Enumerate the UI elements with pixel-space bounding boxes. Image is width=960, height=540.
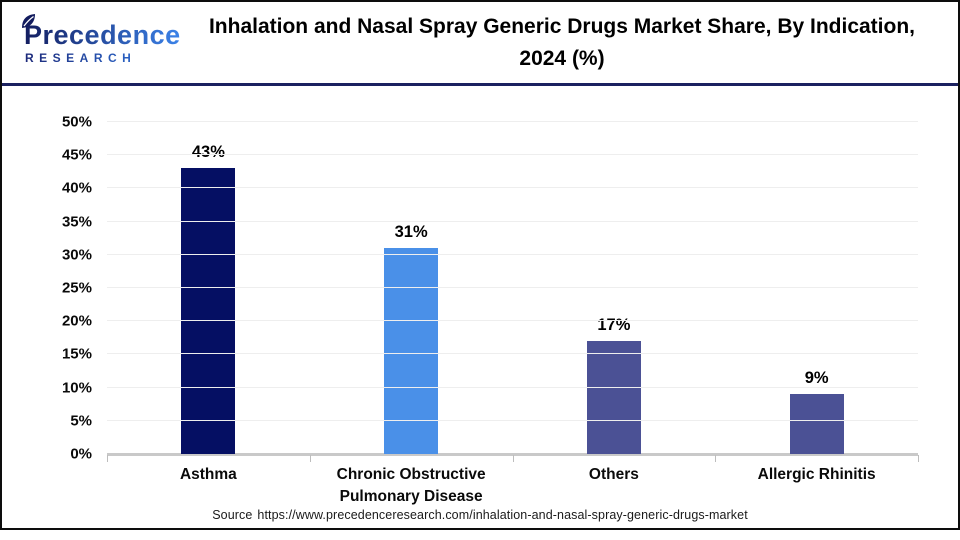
chart-title-line1: Inhalation and Nasal Spray Generic Drugs… xyxy=(208,15,916,38)
y-axis-tick-label: 5% xyxy=(70,412,92,430)
x-label-cell-asthma: Asthma xyxy=(107,464,310,507)
y-axis-tick-label: 10% xyxy=(61,379,92,397)
bar-others xyxy=(586,341,641,454)
logo-name-text: Precedence xyxy=(24,19,181,50)
gridline xyxy=(107,187,918,189)
bar-slot-allergic-rhinitis: 9% xyxy=(715,122,918,454)
bar-value-label-asthma: 43% xyxy=(191,142,225,161)
x-axis-category-label-chronic-obstructive-pulmonary-disease: Chronic Obstructive Pulmonary Disease xyxy=(336,466,486,505)
y-axis-tick-label: 40% xyxy=(61,179,92,197)
precedence-logo: Precedence RESEARCH xyxy=(22,13,181,64)
x-axis-category-label-others: Others xyxy=(588,466,639,483)
x-label-cell-others: Others xyxy=(513,464,716,507)
chart-title-line2: 2024 (%) xyxy=(519,46,605,70)
plot-area: 43% 31% 17% 9% xyxy=(107,121,919,462)
leaf-icon xyxy=(22,13,35,28)
x-axis-category-label-asthma: Asthma xyxy=(179,466,237,483)
x-axis-tick xyxy=(309,455,311,462)
y-axis-tick-label: 0% xyxy=(70,445,92,463)
x-label-cell-chronic-obstructive-pulmonary-disease: Chronic Obstructive Pulmonary Disease xyxy=(310,464,513,507)
gridline xyxy=(107,386,918,388)
y-axis-tick-label: 50% xyxy=(61,113,92,131)
bar-slot-chronic-obstructive-pulmonary-disease: 31% xyxy=(310,122,513,454)
source-line: Source https://www.precedenceresearch.com… xyxy=(2,508,958,522)
gridline xyxy=(107,287,918,288)
chart-title: Inhalation and Nasal Spray Generic Drugs… xyxy=(180,11,958,74)
gridline xyxy=(107,353,918,355)
y-axis-tick-label: 15% xyxy=(61,345,92,363)
bar-value-label-allergic-rhinitis: 9% xyxy=(804,368,829,387)
bar-slot-asthma: 43% xyxy=(107,122,310,454)
y-axis-tick-label: 20% xyxy=(61,312,92,330)
bar-slots: 43% 31% 17% 9% xyxy=(107,122,918,454)
bar-chronic-obstructive-pulmonary-disease xyxy=(384,248,439,454)
y-axis-tick-label: 35% xyxy=(61,213,92,231)
bar-value-label-chronic-obstructive-pulmonary-disease: 31% xyxy=(394,222,428,241)
source-url: https://www.precedenceresearch.com/inhal… xyxy=(257,508,748,522)
y-axis: 0% 5% 10% 15% 20% 25% 30% 35% 40% 45% 50% xyxy=(2,115,92,462)
y-axis-tick-label: 25% xyxy=(61,279,92,297)
y-axis-tick-label: 45% xyxy=(61,146,92,164)
source-label: Source xyxy=(212,508,253,522)
gridline xyxy=(107,154,918,156)
x-axis-tick xyxy=(107,455,108,462)
logo-subtitle: RESEARCH xyxy=(25,52,180,64)
logo-wordmark: Precedence xyxy=(22,13,181,50)
header-divider xyxy=(2,83,958,86)
x-axis-labels: Asthma Chronic Obstructive Pulmonary Dise… xyxy=(107,464,918,507)
bar-allergic-rhinitis xyxy=(789,394,844,454)
bar-slot-others: 17% xyxy=(513,122,716,454)
gridline xyxy=(107,419,918,421)
gridline xyxy=(107,320,918,322)
gridline xyxy=(107,220,918,222)
y-axis-tick-label: 30% xyxy=(61,246,92,264)
x-axis-category-label-allergic-rhinitis: Allergic Rhinitis xyxy=(757,466,876,483)
gridline xyxy=(107,121,918,122)
gridline xyxy=(107,253,918,255)
x-axis-line xyxy=(107,453,918,456)
x-axis-tick xyxy=(512,455,514,462)
header: Precedence RESEARCH Inhalation and Nasal… xyxy=(2,2,958,83)
bar-asthma xyxy=(181,168,236,454)
x-axis-tick xyxy=(715,455,717,462)
x-label-cell-allergic-rhinitis: Allergic Rhinitis xyxy=(715,464,918,507)
x-axis-tick xyxy=(918,455,919,462)
bar-value-label-others: 17% xyxy=(597,315,631,334)
